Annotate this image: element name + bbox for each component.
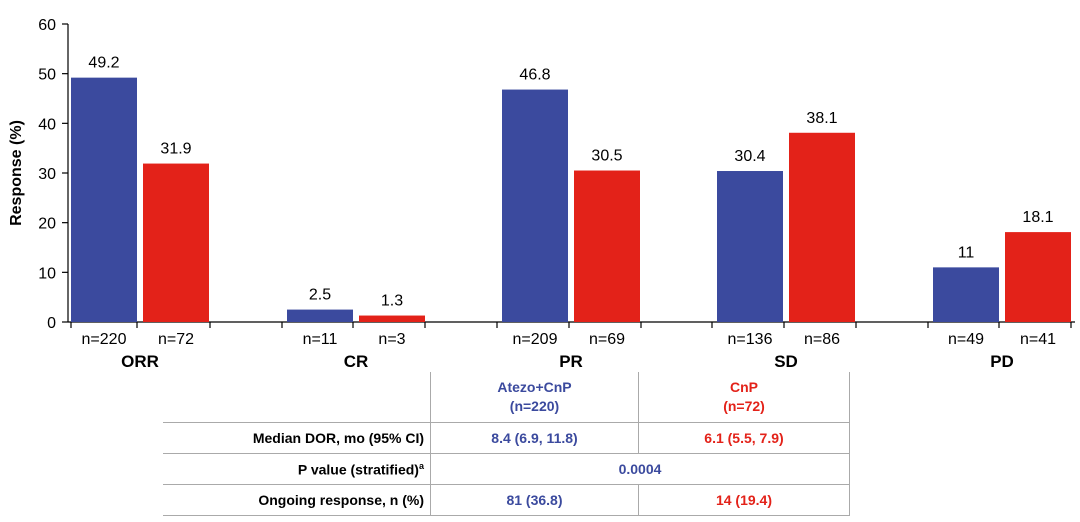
row-ongoing-cnp: 14 (19.4) bbox=[638, 484, 850, 516]
header-atezo-n: (n=220) bbox=[509, 398, 560, 414]
bar-pr-series-2 bbox=[574, 170, 640, 322]
n-label-orr-series-2: n=72 bbox=[158, 331, 194, 348]
data-label-pd-series-2: 18.1 bbox=[1022, 209, 1053, 226]
data-label-orr-series-1: 49.2 bbox=[88, 55, 119, 72]
response-bar-chart: 0 10 20 30 40 50 60 Response (%) 49.2 n=220 31.9 n… bbox=[8, 17, 1075, 370]
category-label-pd: PD bbox=[990, 352, 1014, 370]
row-pvalue-label-text: P value (stratified) bbox=[297, 461, 419, 478]
n-label-sd-series-2: n=86 bbox=[804, 331, 840, 348]
y-tick-label: 40 bbox=[38, 116, 56, 133]
table-row-pvalue: P value (stratified)a 0.0004 bbox=[163, 453, 850, 485]
dor-table: Atezo+CnP (n=220) CnP (n=72) Median DOR,… bbox=[163, 372, 850, 516]
n-label-pr-series-1: n=209 bbox=[513, 331, 558, 348]
chart-labels: 49.2 n=220 31.9 n=72 ORR 2.5 n=11 1.3 n=3 CR 46.8 n… bbox=[82, 55, 1057, 370]
n-label-orr-series-1: n=220 bbox=[82, 331, 127, 348]
y-tick-label: 20 bbox=[38, 216, 56, 233]
bar-sd-series-2 bbox=[789, 132, 855, 322]
row-dor-label: Median DOR, mo (95% CI) bbox=[163, 422, 431, 454]
y-tick-label: 10 bbox=[38, 265, 56, 282]
bar-orr-series-2 bbox=[143, 163, 209, 322]
y-tick-label: 0 bbox=[47, 315, 56, 332]
bar-cr-series-2 bbox=[359, 315, 425, 322]
data-label-sd-series-2: 38.1 bbox=[806, 110, 837, 127]
bar-pd-series-2 bbox=[1005, 232, 1071, 322]
category-label-cr: CR bbox=[344, 352, 369, 370]
header-cnp-name: CnP bbox=[730, 379, 758, 395]
data-label-sd-series-1: 30.4 bbox=[734, 148, 765, 165]
n-label-pr-series-2: n=69 bbox=[589, 331, 625, 348]
header-cnp-n: (n=72) bbox=[723, 398, 765, 414]
n-label-cr-series-1: n=11 bbox=[303, 331, 338, 348]
chart-bars bbox=[71, 77, 1071, 322]
row-ongoing-label: Ongoing response, n (%) bbox=[163, 484, 431, 516]
data-label-orr-series-2: 31.9 bbox=[160, 141, 191, 158]
y-tick-label: 30 bbox=[38, 166, 56, 183]
bar-orr-series-1 bbox=[71, 77, 137, 322]
data-label-cr-series-1: 2.5 bbox=[309, 287, 331, 304]
chart-axes: 0 10 20 30 40 50 60 Response (%) bbox=[8, 17, 1075, 332]
data-label-pr-series-2: 30.5 bbox=[591, 148, 622, 165]
category-label-pr: PR bbox=[559, 352, 583, 370]
y-axis-label: Response (%) bbox=[8, 120, 25, 226]
row-pvalue-label: P value (stratified)a bbox=[163, 453, 431, 485]
bar-pd-series-1 bbox=[933, 267, 999, 322]
y-tick-label: 50 bbox=[38, 67, 56, 84]
bar-cr-series-1 bbox=[287, 309, 353, 322]
n-label-sd-series-1: n=136 bbox=[728, 331, 773, 348]
n-label-pd-series-1: n=49 bbox=[948, 331, 984, 348]
data-label-pd-series-1: 11 bbox=[958, 244, 975, 261]
dor-table-header: Atezo+CnP (n=220) CnP (n=72) bbox=[163, 372, 850, 423]
header-atezo-name: Atezo+CnP bbox=[497, 379, 572, 395]
table-row-ongoing: Ongoing response, n (%) 81 (36.8) 14 (19… bbox=[163, 484, 850, 516]
category-label-sd: SD bbox=[774, 352, 798, 370]
header-empty-cell bbox=[163, 372, 431, 423]
row-dor-cnp: 6.1 (5.5, 7.9) bbox=[638, 422, 850, 454]
header-cnp-cell: CnP (n=72) bbox=[638, 372, 850, 423]
y-tick-label: 60 bbox=[38, 17, 56, 34]
data-label-pr-series-1: 46.8 bbox=[519, 67, 550, 84]
row-ongoing-atezo: 81 (36.8) bbox=[430, 484, 639, 516]
bar-pr-series-1 bbox=[502, 89, 568, 322]
category-label-orr: ORR bbox=[121, 352, 159, 370]
row-dor-atezo: 8.4 (6.9, 11.8) bbox=[430, 422, 639, 454]
data-label-cr-series-2: 1.3 bbox=[381, 293, 403, 310]
header-atezo-cell: Atezo+CnP (n=220) bbox=[430, 372, 639, 423]
bar-sd-series-1 bbox=[717, 171, 783, 322]
table-row-dor: Median DOR, mo (95% CI) 8.4 (6.9, 11.8) … bbox=[163, 422, 850, 454]
row-pvalue-superscript: a bbox=[418, 460, 424, 471]
n-label-pd-series-2: n=41 bbox=[1020, 331, 1056, 348]
row-pvalue-value: 0.0004 bbox=[430, 453, 850, 485]
n-label-cr-series-2: n=3 bbox=[378, 331, 405, 348]
